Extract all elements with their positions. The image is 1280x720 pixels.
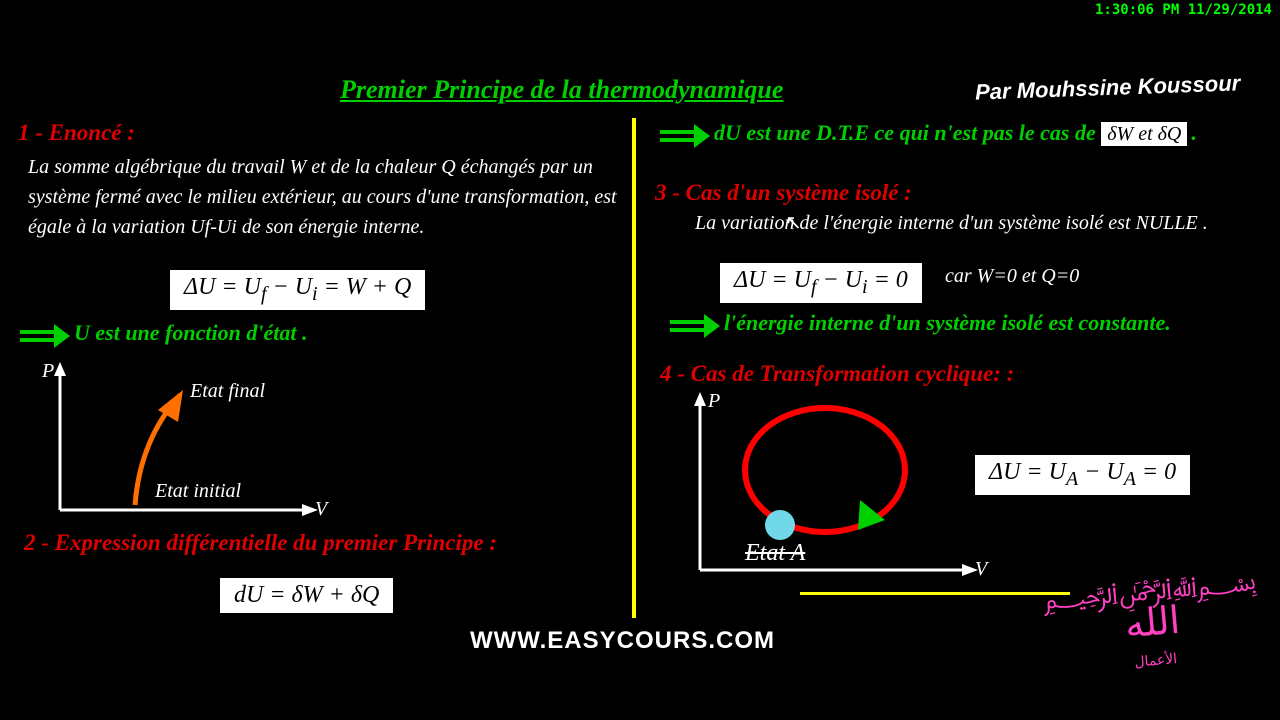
diagram-svg-2 xyxy=(680,390,980,590)
statement-green-3: l'énergie interne d'un système isolé est… xyxy=(670,310,1230,336)
equation-3-note: car W=0 et Q=0 xyxy=(945,265,1079,288)
green-text-2c: . xyxy=(1191,120,1197,145)
etat-final-label: Etat final xyxy=(190,380,265,403)
page-title: Premier Principe de la thermodynamique xyxy=(340,75,783,105)
statement-green-2: dU est une D.T.E ce qui n'est pas le cas… xyxy=(660,120,1260,146)
heading-4: 4 - Cas de Transformation cyclique: : xyxy=(660,361,1014,387)
arrow-icon xyxy=(20,326,70,346)
equation-2: dU = δW + δQ xyxy=(220,578,393,613)
pv-diagram-1: P V Etat final Etat initial xyxy=(40,360,340,530)
axis-v-label: V xyxy=(315,498,327,521)
paragraph-3: La variation de l'énergie interne d'un s… xyxy=(695,208,1255,238)
green-text-1: U est une fonction d'état . xyxy=(74,320,307,345)
etat-initial-label: Etat initial xyxy=(155,480,241,503)
heading-3: 3 - Cas d'un système isolé : xyxy=(655,180,912,206)
axis-p-label-2: P xyxy=(708,390,720,413)
arrow-icon xyxy=(670,316,720,336)
equation-4: ΔU = UA − UA = 0 xyxy=(975,455,1190,495)
timestamp: 1:30:06 PM 11/29/2014 xyxy=(1095,2,1272,18)
equation-1: ΔU = Uf − Ui = W + Q xyxy=(170,270,425,310)
paragraph-1: La somme algébrique du travail W et de l… xyxy=(28,152,638,242)
inline-box-dw-dq: δW et δQ xyxy=(1101,122,1187,146)
cursor-icon: ↖ xyxy=(785,210,802,235)
axis-p-label: P xyxy=(42,360,54,383)
equation-3: ΔU = Uf − Ui = 0 xyxy=(720,263,922,303)
arrow-icon xyxy=(660,126,710,146)
heading-1: 1 - Enoncé : xyxy=(18,120,135,146)
statement-green-1: U est une fonction d'état . xyxy=(20,320,307,346)
axis-v-label-2: V xyxy=(975,558,987,581)
heading-2: 2 - Expression différentielle du premier… xyxy=(24,530,624,556)
green-text-2a: dU est une D.T.E ce qui n'est pas le cas… xyxy=(714,120,1101,145)
etat-a-label: Etat A xyxy=(745,540,805,567)
pv-diagram-2: P V Etat A xyxy=(680,390,980,590)
arabic-calligraphy-logo: ﷽اللهالأعمال xyxy=(1041,567,1263,679)
yellow-underline xyxy=(800,592,1070,595)
author-credit: Par Mouhssine Koussour xyxy=(974,70,1240,105)
green-text-3: l'énergie interne d'un système isolé est… xyxy=(724,310,1171,335)
footer-url: WWW.EASYCOURS.COM xyxy=(470,627,775,655)
